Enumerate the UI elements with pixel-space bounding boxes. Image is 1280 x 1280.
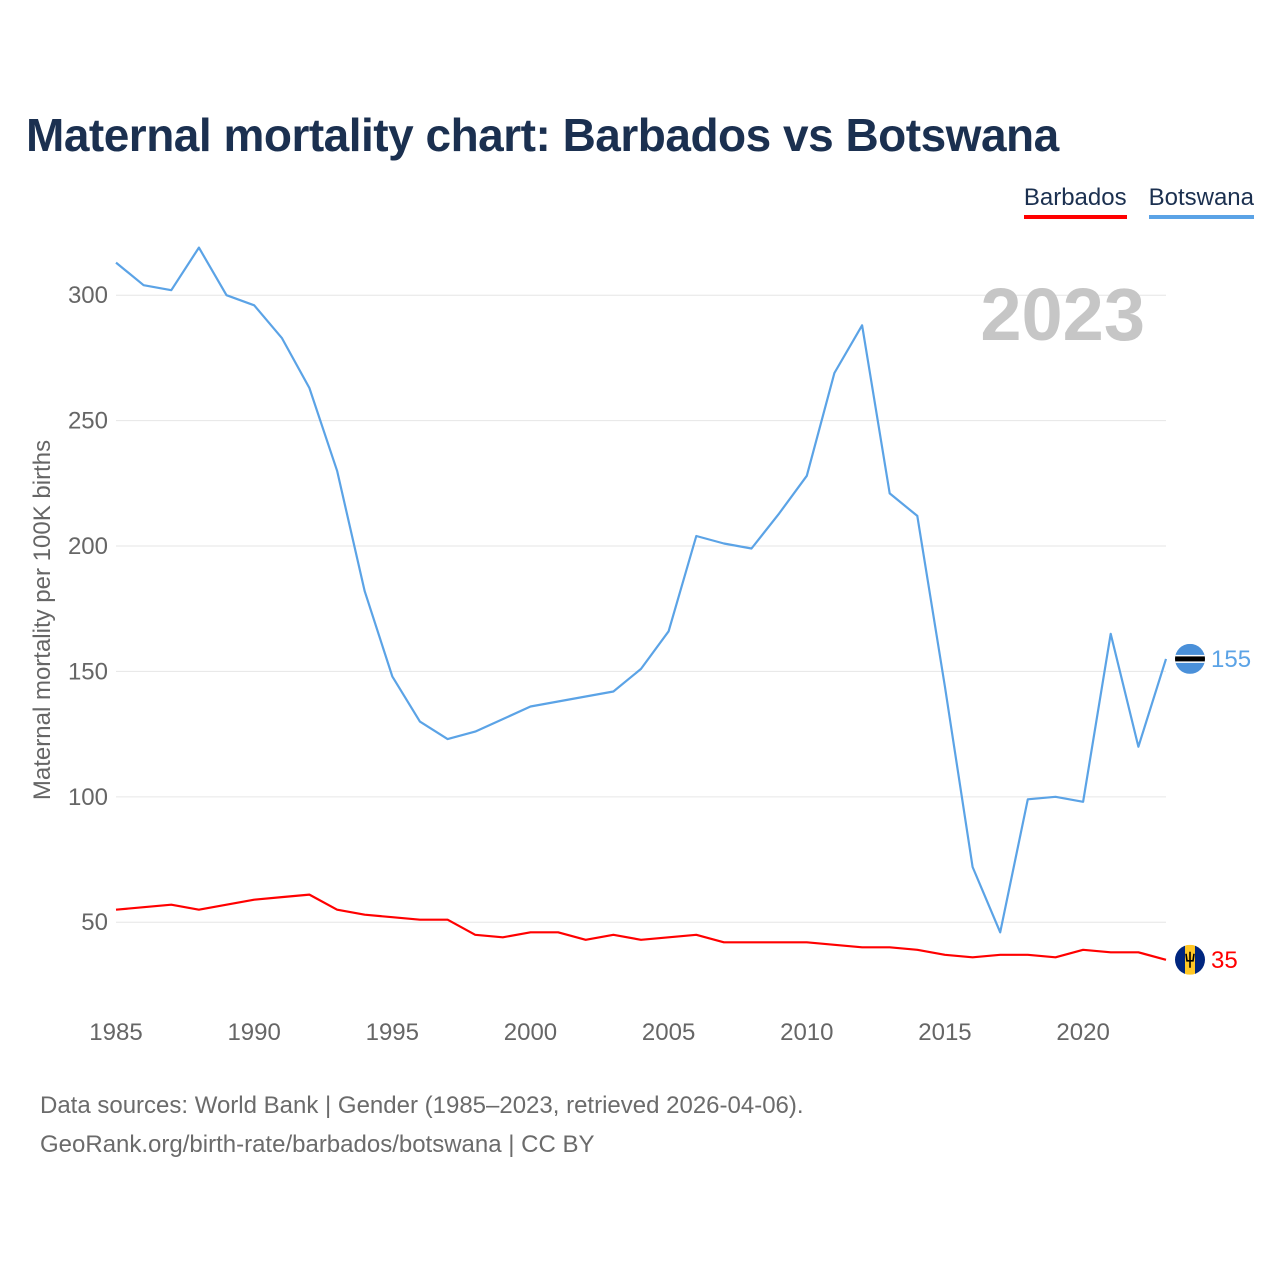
x-tick-label: 2015: [918, 1019, 971, 1046]
x-tick-label: 1995: [366, 1019, 419, 1046]
botswana-flag-icon: [1175, 643, 1205, 674]
barbados-flag-icon: [1175, 944, 1205, 975]
y-tick-label: 300: [68, 282, 108, 309]
series-lines: [115, 246, 1168, 961]
x-tick-label: 1985: [89, 1019, 142, 1046]
y-tick-label: 250: [68, 408, 108, 435]
x-tick-label: 2000: [504, 1019, 557, 1046]
x-tick-label: 2010: [780, 1019, 833, 1046]
y-tick-label: 100: [68, 784, 108, 811]
gridlines: [116, 294, 1166, 923]
y-tick-label: 150: [68, 658, 108, 685]
line-chart: 2023 50 100 150 200 250 300 1985 1990 1995 2000 2…: [29, 246, 1251, 1046]
legend: Barbados Botswana: [1023, 184, 1254, 219]
source-url-text: GeoRank.org/birth-rate/barbados/botswana…: [40, 1131, 595, 1158]
x-tick-labels: 1985 1990 1995 2000 2005 2010 2015 2020: [89, 1019, 1109, 1046]
end-label-botswana: 155: [1211, 646, 1251, 673]
series-line-botswana: [115, 246, 1168, 934]
y-axis-label: Maternal mortality per 100K births: [29, 440, 56, 800]
legend-item-barbados[interactable]: Barbados: [1023, 184, 1127, 219]
year-overlay: 2023: [980, 273, 1145, 356]
footer: Data sources: World Bank | Gender (1985–…: [40, 1086, 804, 1164]
legend-item-botswana[interactable]: Botswana: [1148, 184, 1254, 219]
series-line-barbados: [115, 893, 1167, 961]
end-label-barbados: 35: [1211, 947, 1238, 974]
x-tick-label: 1990: [227, 1019, 280, 1046]
y-tick-labels: 50 100 150 200 250 300: [68, 282, 108, 936]
x-tick-label: 2005: [642, 1019, 695, 1046]
y-tick-label: 200: [68, 533, 108, 560]
data-source-text: Data sources: World Bank | Gender (1985–…: [40, 1092, 804, 1119]
y-tick-label: 50: [81, 909, 108, 936]
x-tick-label: 2020: [1056, 1019, 1109, 1046]
page-title: Maternal mortality chart: Barbados vs Bo…: [26, 109, 1059, 161]
